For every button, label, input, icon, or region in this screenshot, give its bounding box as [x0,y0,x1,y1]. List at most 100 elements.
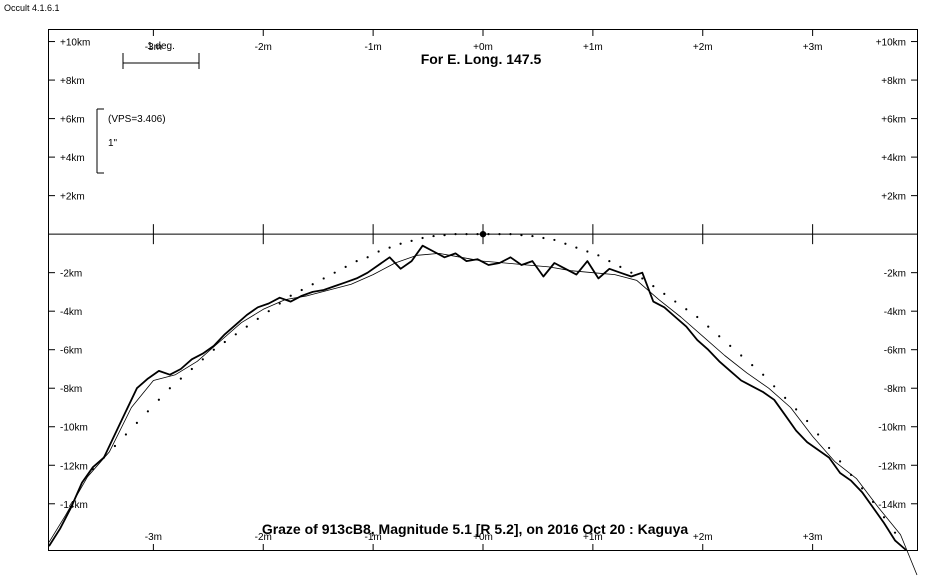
limb-dot [443,234,446,237]
limb-dot [608,260,611,263]
x-tick-label-bottom: +3m [803,532,823,543]
x-tick-label-top: -2m [255,42,272,53]
limb-dot [344,265,347,268]
y-tick-label-left: -2km [60,269,82,280]
limb-dot [366,256,369,259]
y-tick-label-right: +8km [881,76,906,87]
y-tick-label-right: -10km [878,423,906,434]
y-tick-label-left: +2km [60,192,85,203]
limb-dot [509,233,512,236]
limb-dot [729,344,732,347]
limb-dot [718,335,721,338]
limb-dot [223,340,226,344]
limb-dot [564,242,567,245]
limb-dot [828,446,831,450]
y-tick-label-left: +4km [60,153,85,164]
scale-bar-label: 1 deg. [147,41,175,52]
limb-dot [289,294,292,297]
limb-dot [388,246,391,249]
limb-dot [685,308,688,311]
y-tick-label-right: +10km [876,38,906,49]
chart-title: For E. Long. 147.5 [421,51,542,67]
limb-dot [553,238,556,242]
y-tick-label-left: -6km [60,346,82,357]
limb-dot [190,367,193,371]
limb-dot [322,277,325,280]
limb-dot [520,234,523,237]
scale-bar: 1 deg. [122,41,200,69]
limb-dot [355,260,358,263]
x-tick-label-top: +1m [583,42,603,53]
x-tick-label-bottom: +1m [583,532,603,543]
limb-dot [399,242,402,245]
limb-dot [300,288,303,292]
limb-dot [256,317,259,320]
y-tick-label-right: +2km [881,192,906,203]
limb-dot [575,246,578,249]
smoothed-limb-line [48,252,918,576]
y-tick-label-right: -14km [878,500,906,511]
limb-dot [124,433,128,436]
limb-dot [707,325,710,328]
star-position-marker [479,230,487,238]
limb-dot [201,358,204,361]
limb-dot [871,500,875,503]
y-tick-label-left: -8km [60,384,82,395]
limb-dot [674,300,677,303]
y-tick-label-left: -4km [60,307,82,318]
y-tick-label-right: -6km [884,346,906,357]
series-layer [48,230,918,576]
limb-dot [597,254,600,257]
limb-dot [267,310,270,313]
x-tick-label-bottom: +2m [693,532,713,543]
x-axis-ticks: -3m -3m -2m -2m -1m -1m +0m +0m +1m +1m +2m +2m +3m +… [145,30,823,550]
limb-dot [630,271,633,274]
limb-dot [410,239,413,242]
limb-dot [893,531,897,534]
y-tick-label-left: -14km [60,500,88,511]
limb-dot [377,250,380,253]
limb-dot [333,271,336,274]
x-tick-label-bottom: -2m [255,532,272,543]
x-tick-label-bottom: -3m [145,532,162,543]
x-tick-label-top: -3m [145,42,162,53]
limb-dot [641,277,644,280]
x-tick-label-top: +3m [803,42,823,53]
limb-dot [696,315,699,319]
limb-dot [465,233,468,236]
limb-dot [135,421,138,424]
limb-dot [663,292,666,295]
limb-profile-line [48,244,907,551]
limb-dot [245,325,248,328]
x-tick-label-bottom: +0m [473,532,493,543]
y-tick-label-left: -12km [60,461,88,472]
limb-dot [882,516,886,519]
limb-dot [542,236,545,240]
limb-dot [586,250,589,253]
chart-subtitle: Graze of 913cB8, Magnitude 5.1 [R 5.2], … [262,521,689,537]
limb-dot [773,385,776,388]
limb-dot [168,387,171,390]
y-tick-label-right: +4km [881,153,906,164]
limb-dot [91,468,95,471]
limb-dot [795,408,798,411]
limb-dot [838,460,842,463]
y-tick-label-left: +10km [60,38,90,49]
app-title: Occult 4.1.6.1 [4,3,60,13]
limb-dot [146,410,149,413]
limb-dot [212,348,215,351]
y-tick-label-right: +6km [881,115,906,126]
limb-dot [806,419,809,423]
vertical-unit-label: 1" [108,138,118,149]
limb-dot [751,364,754,367]
y-tick-label-left: +6km [60,115,85,126]
y-tick-label-right: -8km [884,384,906,395]
limb-dot [278,302,281,305]
y-tick-label-left: -10km [60,423,88,434]
limb-dot [102,456,106,459]
x-tick-label-top: -1m [365,42,382,53]
plot-frame [48,29,918,551]
limb-dot [784,396,787,399]
limb-dot [740,354,743,357]
